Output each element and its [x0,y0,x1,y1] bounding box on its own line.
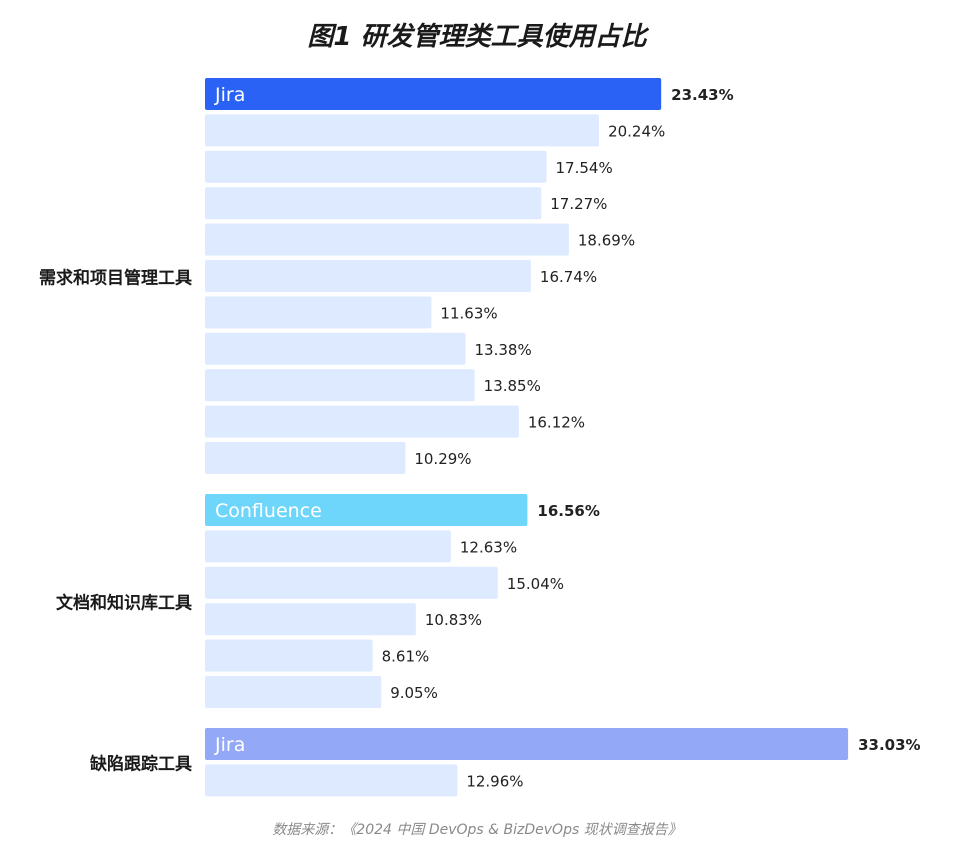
bar [205,764,458,797]
bar [205,405,519,438]
bar [205,223,569,256]
group-label: 缺陷跟踪工具 [90,754,192,775]
value-label: 16.12% [528,414,585,432]
bar [205,369,475,402]
bar [205,603,416,636]
chart-title: 图1 研发管理类工具使用占比 [307,22,647,52]
value-label: 18.69% [578,232,635,250]
value-label: 13.85% [484,377,541,395]
bar [205,260,531,292]
value-label: 16.56% [537,502,599,520]
value-label: 13.38% [475,341,532,359]
value-label: 17.27% [550,195,607,213]
bar-label: Jira [214,84,245,106]
bar [205,676,382,708]
value-label: 8.61% [382,648,430,666]
bar [205,639,373,672]
bar-label: Jira [214,734,245,756]
bar [205,150,547,183]
bar [205,442,406,474]
bar [205,187,542,220]
bar [205,114,600,147]
value-label: 16.74% [540,268,597,286]
value-label: 9.05% [390,684,438,702]
value-label: 23.43% [671,86,733,104]
value-label: 17.54% [556,159,613,177]
bar-highlight [205,78,662,110]
value-label: 12.63% [460,538,517,556]
value-label: 33.03% [858,736,920,754]
value-label: 10.83% [425,611,482,629]
bar-highlight [205,494,528,526]
bar-highlight [205,728,849,760]
bar [205,566,498,599]
bar-label: Confluence [215,500,322,522]
value-label: 11.63% [440,304,497,322]
value-label: 20.24% [608,122,665,140]
group-label: 需求和项目管理工具 [39,268,192,289]
value-label: 10.29% [414,450,471,468]
bar [205,332,466,365]
bar [205,530,451,563]
value-label: 12.96% [466,772,523,790]
data-source: 数据来源：《2024 中国 DevOps & BizDevOps 现状调查报告》 [272,822,682,838]
group-label: 文档和知识库工具 [56,593,192,614]
value-label: 15.04% [507,575,564,593]
bar [205,296,432,329]
